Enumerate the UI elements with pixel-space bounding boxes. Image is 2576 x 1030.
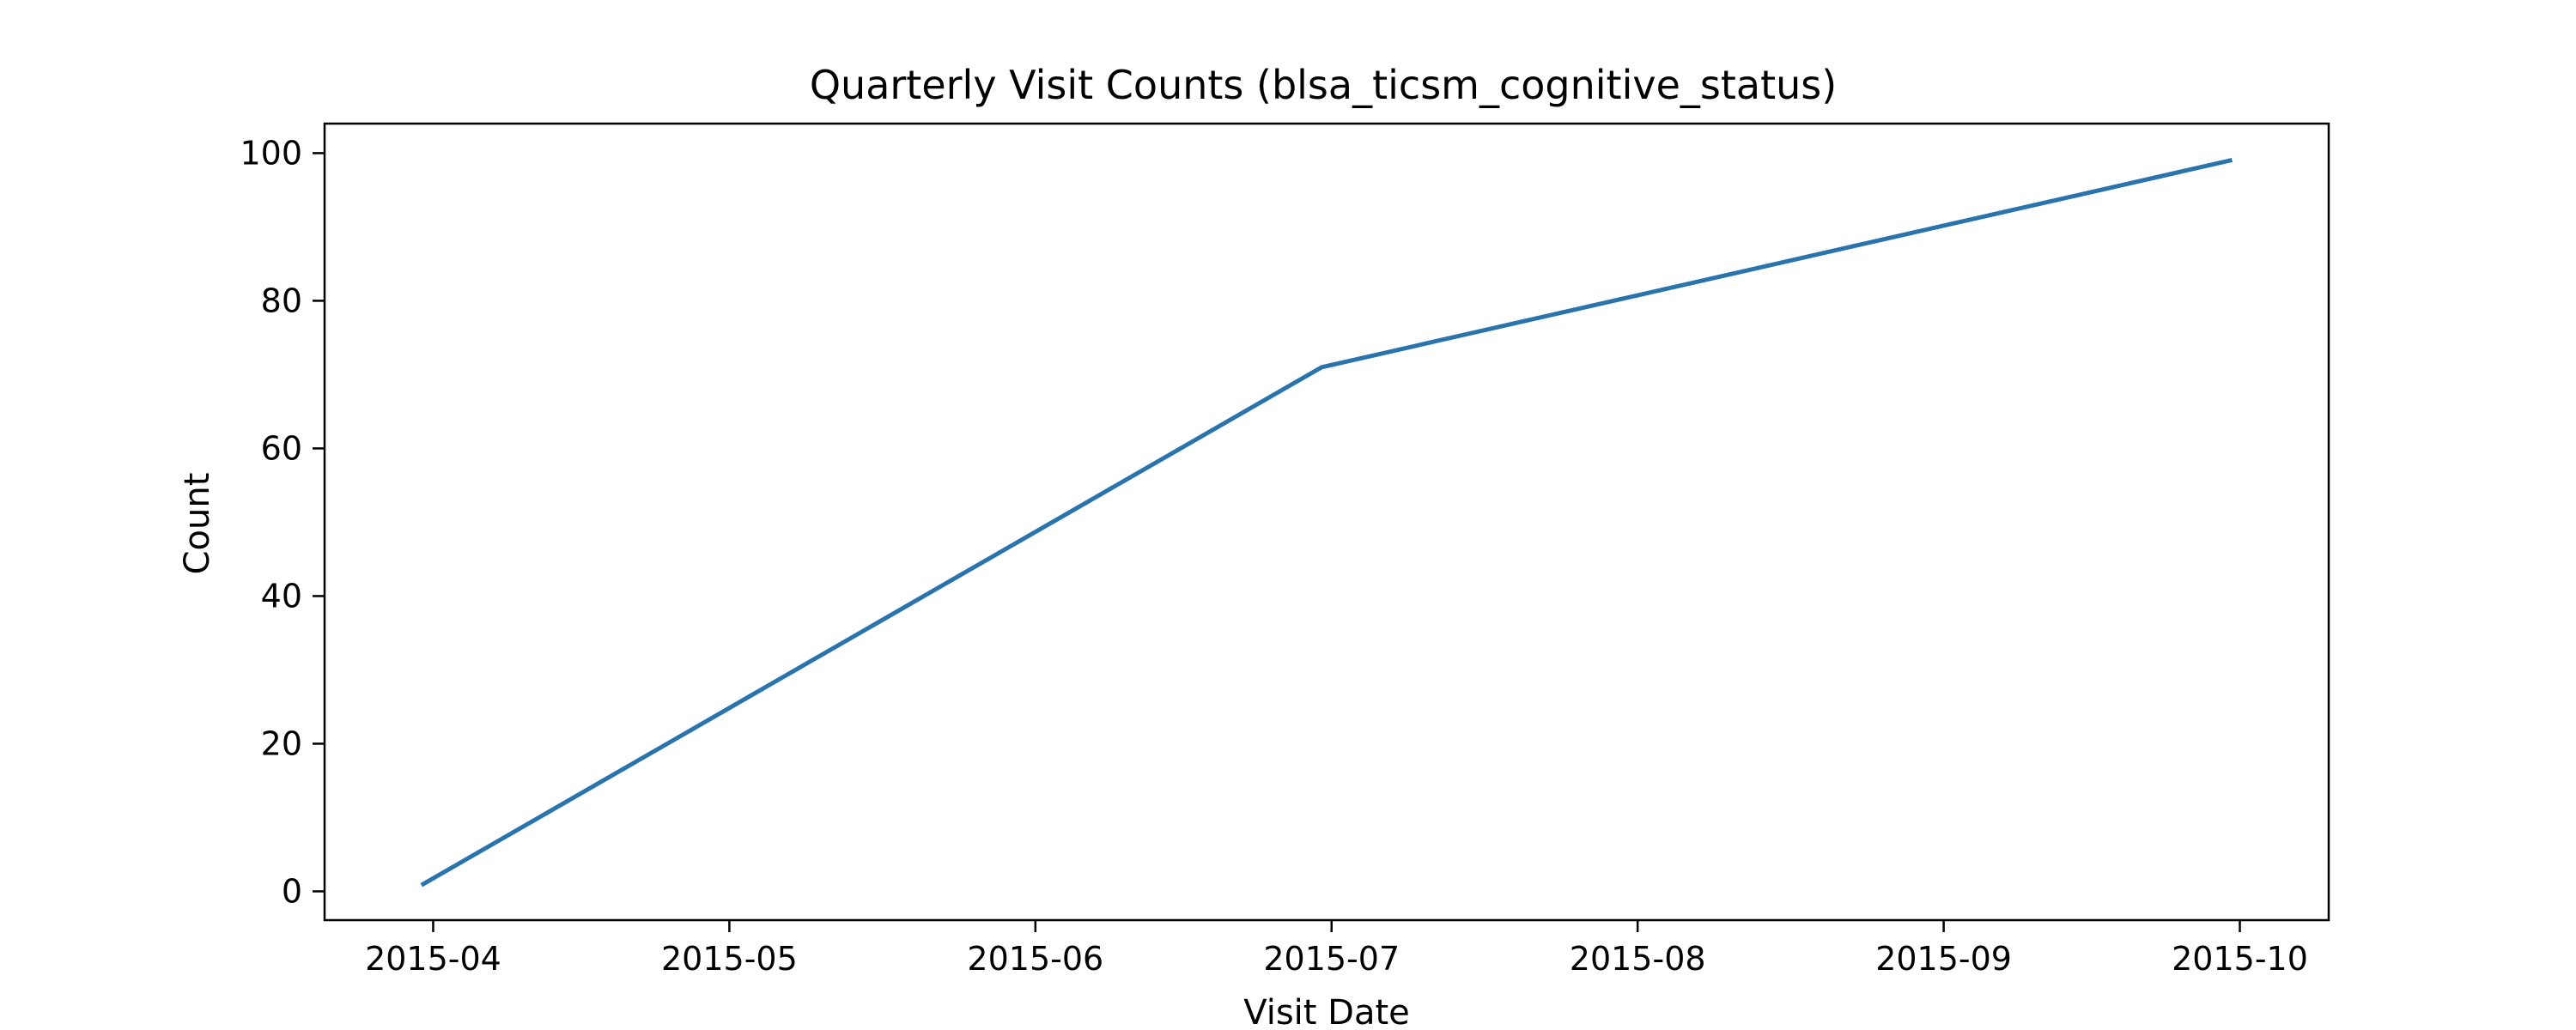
x-tick-label: 2015-04 — [365, 940, 501, 978]
y-tick-label: 0 — [282, 872, 302, 910]
y-tick-label: 100 — [240, 134, 302, 172]
x-axis-label: Visit Date — [1243, 993, 1410, 1030]
x-axis: 2015-04 2015-05 2015-06 2015-07 2015-08 2015-… — [365, 920, 2308, 978]
y-tick-label: 60 — [261, 429, 302, 467]
series-layer — [420, 158, 2233, 888]
x-tick-label: 2015-09 — [1875, 940, 2012, 978]
y-tick-label: 20 — [261, 724, 302, 762]
y-axis: 0 20 40 60 80 100 — [240, 134, 325, 910]
x-tick-label: 2015-06 — [967, 940, 1103, 978]
y-axis-label: Count — [178, 473, 217, 575]
x-tick-label: 2015-10 — [2172, 940, 2308, 978]
plot-area — [323, 122, 2330, 922]
x-tick-label: 2015-08 — [1570, 940, 1706, 978]
x-tick-label: 2015-05 — [661, 940, 798, 978]
chart-title: Quarterly Visit Counts (blsa_ticsm_cogni… — [810, 62, 1837, 108]
y-tick-label: 80 — [261, 282, 302, 319]
x-tick-label: 2015-07 — [1263, 940, 1400, 978]
y-tick-label: 40 — [261, 577, 302, 615]
series-line — [420, 158, 2233, 888]
